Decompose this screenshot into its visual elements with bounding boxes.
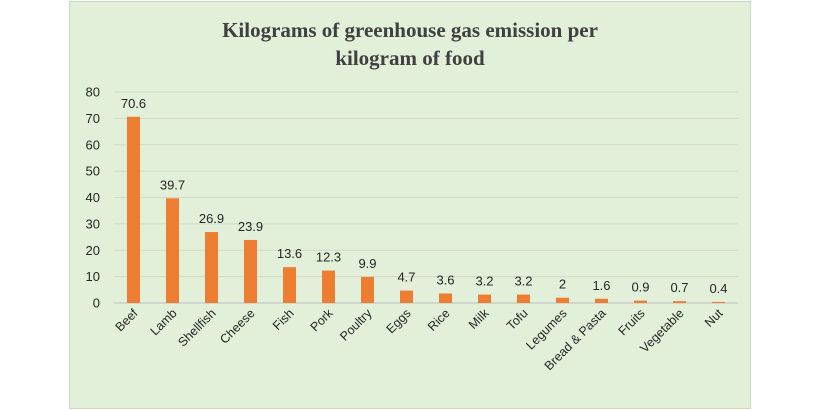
chart-title-line-2: kilogram of food (335, 46, 485, 70)
data-label: 70.6 (121, 96, 146, 111)
bar (595, 298, 608, 303)
x-tick-label: Eggs (384, 306, 414, 336)
bar (673, 301, 686, 303)
x-tick-label: Shellfish (175, 306, 218, 349)
bar (166, 198, 179, 303)
chart-title: Kilograms of greenhouse gas emission per… (69, 16, 751, 72)
data-label: 12.3 (316, 250, 341, 265)
data-label: 3.2 (475, 274, 493, 289)
x-tick-label: Lamb (148, 306, 180, 338)
data-label: 39.7 (160, 177, 185, 192)
y-tick-label: 80 (86, 85, 100, 100)
bar (634, 300, 647, 303)
x-tick-label: Beef (113, 306, 141, 334)
x-tick-label: Nut (702, 306, 726, 330)
x-tick-label: Fish (270, 306, 297, 333)
data-label: 26.9 (199, 211, 224, 226)
x-tick-label: Rice (425, 306, 453, 334)
data-label: 1.6 (592, 278, 610, 293)
y-tick-label: 20 (86, 243, 100, 258)
bar (244, 239, 257, 303)
bar (283, 267, 296, 303)
y-tick-label: 70 (86, 111, 100, 126)
x-tick-label: Tofu (504, 306, 531, 333)
data-label: 0.7 (670, 280, 688, 295)
chart-title-line-1: Kilograms of greenhouse gas emission per (222, 18, 598, 42)
bar (478, 294, 491, 303)
bar (322, 270, 335, 303)
bar (205, 232, 218, 303)
y-tick-label: 50 (86, 164, 100, 179)
data-label: 2 (559, 277, 566, 292)
data-label: 9.9 (358, 256, 376, 271)
y-tick-label: 40 (86, 190, 100, 205)
y-tick-label: 30 (86, 216, 100, 231)
data-label: 13.6 (277, 246, 302, 261)
bar (712, 301, 725, 303)
data-label: 3.2 (514, 274, 532, 289)
bar (400, 290, 413, 303)
bar (127, 116, 140, 303)
data-label: 0.4 (709, 281, 727, 296)
bar (556, 297, 569, 303)
y-tick-label: 60 (86, 137, 100, 152)
data-label: 23.9 (238, 219, 263, 234)
y-tick-label: 0 (93, 296, 100, 311)
data-label: 3.6 (436, 273, 454, 288)
x-tick-label: Milk (466, 306, 492, 332)
bar (361, 276, 374, 303)
y-tick-label: 10 (86, 269, 100, 284)
x-tick-label: Poultry (337, 306, 375, 344)
data-label: 0.9 (631, 280, 649, 295)
data-label: 4.7 (397, 270, 415, 285)
x-tick-label: Fruits (616, 306, 648, 338)
x-tick-label: Cheese (217, 306, 257, 346)
chart-panel (69, 1, 751, 409)
bar (439, 293, 452, 303)
x-tick-label: Pork (308, 306, 337, 335)
bar (517, 294, 530, 303)
